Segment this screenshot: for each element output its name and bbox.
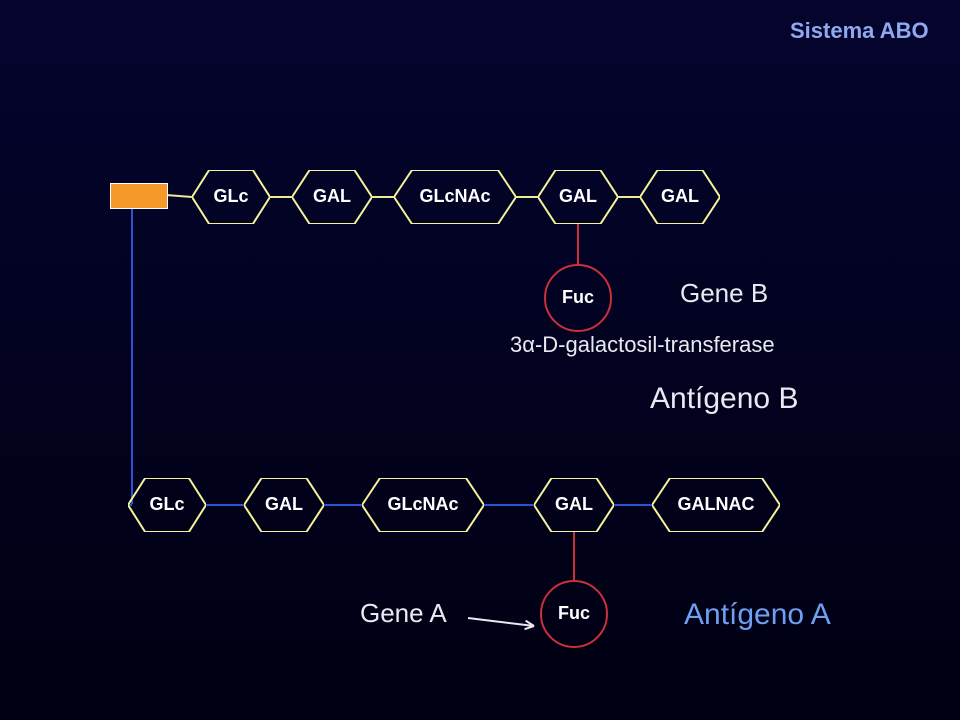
slide-title-text: Sistema ABO bbox=[790, 18, 929, 43]
label-antigen-a: Antígeno A bbox=[684, 598, 831, 632]
top-fuc-label: Fuc bbox=[544, 264, 612, 306]
bot-fuc-label: Fuc bbox=[540, 580, 608, 622]
bot-galnac-label: GALNAC bbox=[652, 478, 780, 513]
top-glc: GLc bbox=[192, 170, 270, 224]
top-glc-label: GLc bbox=[192, 170, 270, 205]
top-gal1-label: GAL bbox=[292, 170, 372, 205]
top-glcnac: GLcNAc bbox=[394, 170, 516, 224]
label-enzyme: 3α-D-galactosil-transferase bbox=[510, 332, 775, 358]
lipid-rect bbox=[110, 183, 168, 209]
top-gal3-label: GAL bbox=[640, 170, 720, 205]
bot-glc: GLc bbox=[128, 478, 206, 532]
top-gal3: GAL bbox=[640, 170, 720, 224]
top-gal2-label: GAL bbox=[538, 170, 618, 205]
bot-gal2-label: GAL bbox=[534, 478, 614, 513]
bot-glc-label: GLc bbox=[128, 478, 206, 513]
bot-glcnac: GLcNAc bbox=[362, 478, 484, 532]
bot-glcnac-label: GLcNAc bbox=[362, 478, 484, 513]
label-gene-b: Gene B bbox=[680, 278, 768, 309]
label-antigen-b: Antígeno B bbox=[650, 382, 798, 416]
top-glcnac-label: GLcNAc bbox=[394, 170, 516, 205]
label-gene-a: Gene A bbox=[360, 598, 447, 629]
bot-gal1-label: GAL bbox=[244, 478, 324, 513]
bot-gal2: GAL bbox=[534, 478, 614, 532]
top-fuc: Fuc bbox=[544, 264, 612, 332]
bot-fuc: Fuc bbox=[540, 580, 608, 648]
slide-title: Sistema ABO bbox=[790, 18, 929, 44]
bot-gal1: GAL bbox=[244, 478, 324, 532]
top-gal2: GAL bbox=[538, 170, 618, 224]
top-gal1: GAL bbox=[292, 170, 372, 224]
bot-galnac: GALNAC bbox=[652, 478, 780, 532]
